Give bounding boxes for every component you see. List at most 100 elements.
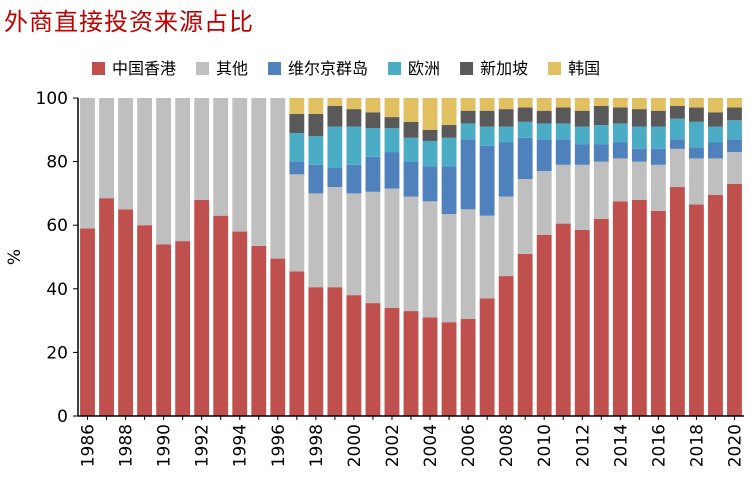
bar-segment-2017-series-3 xyxy=(669,118,685,140)
bar-segment-1997-series-0 xyxy=(289,271,305,416)
bar-segment-1997-series-4 xyxy=(289,113,305,133)
bar-segment-1993-series-1 xyxy=(213,98,229,216)
bar-segment-1989-series-0 xyxy=(137,225,153,416)
bar-segment-2000-series-5 xyxy=(346,98,362,110)
bar-segment-1991-series-1 xyxy=(175,98,191,242)
x-tick-label-1992: 1992 xyxy=(193,424,213,467)
x-tick-label-2010: 2010 xyxy=(535,424,555,467)
y-tick-label-40: 40 xyxy=(46,280,68,300)
bar-segment-2000-series-3 xyxy=(346,126,362,165)
bar-segment-2011-series-5 xyxy=(555,98,571,108)
bar-segment-1998-series-3 xyxy=(308,136,324,165)
bar-segment-2013-series-2 xyxy=(593,144,609,162)
bar-segment-2005-series-5 xyxy=(441,98,457,126)
bar-segment-1992-series-0 xyxy=(194,199,210,416)
bar-segment-2003-series-5 xyxy=(403,98,419,122)
bar-segment-2014-series-3 xyxy=(612,123,628,143)
legend-swatch-2 xyxy=(268,62,282,75)
bar-segment-2011-series-2 xyxy=(555,139,571,165)
legend-label-1: 其他 xyxy=(216,59,248,78)
bar-segment-2009-series-0 xyxy=(517,253,533,416)
bar-segment-2012-series-0 xyxy=(574,229,590,416)
bar-segment-2000-series-0 xyxy=(346,295,362,416)
bar-segment-2008-series-0 xyxy=(498,276,514,416)
y-tick-label-100: 100 xyxy=(36,89,68,109)
bar-segment-2020-series-1 xyxy=(727,152,742,184)
bar-segment-2004-series-2 xyxy=(422,166,438,202)
x-tick-label-1986: 1986 xyxy=(79,424,99,467)
bar-segment-2019-series-1 xyxy=(708,158,723,195)
bar-segment-2012-series-4 xyxy=(574,110,590,127)
bar-segment-2016-series-3 xyxy=(650,126,666,149)
bar-segment-2011-series-1 xyxy=(555,164,571,224)
bar-segment-1999-series-1 xyxy=(327,187,343,288)
bar-segment-2019-series-0 xyxy=(708,194,723,416)
x-tick-label-2006: 2006 xyxy=(459,424,479,467)
legend-swatch-5 xyxy=(548,62,562,75)
bar-segment-2003-series-3 xyxy=(403,137,419,162)
bar-segment-2014-series-4 xyxy=(612,107,628,124)
legend-label-4: 新加坡 xyxy=(480,59,528,78)
bar-segment-2018-series-5 xyxy=(689,98,704,108)
bar-segment-2015-series-5 xyxy=(631,98,647,110)
legend-swatch-1 xyxy=(196,62,210,75)
bar-segment-2002-series-1 xyxy=(384,188,400,308)
bar-segment-2005-series-2 xyxy=(441,166,457,215)
bar-segment-1990-series-0 xyxy=(156,244,172,416)
bar-segment-2008-series-4 xyxy=(498,109,514,127)
bar-segment-2011-series-4 xyxy=(555,107,571,124)
bar-segment-2019-series-2 xyxy=(708,142,723,159)
bar-segment-2019-series-4 xyxy=(708,112,723,127)
bar-segment-2020-series-0 xyxy=(727,183,742,416)
y-axis-label: % xyxy=(5,249,25,265)
bar-segment-2003-series-0 xyxy=(403,311,419,416)
bar-segment-2003-series-4 xyxy=(403,121,419,138)
bar-segment-2016-series-2 xyxy=(650,148,666,165)
bar-segment-2016-series-1 xyxy=(650,164,666,211)
bar-segment-1995-series-0 xyxy=(251,245,267,416)
bar-segment-1997-series-1 xyxy=(289,174,305,272)
bar-segment-2017-series-0 xyxy=(669,187,685,416)
bar-segment-2012-series-5 xyxy=(574,98,590,111)
bar-segment-2007-series-2 xyxy=(479,145,495,216)
bar-segment-2004-series-1 xyxy=(422,201,438,318)
legend-label-0: 中国香港 xyxy=(112,59,176,78)
bar-segment-2016-series-0 xyxy=(650,210,666,416)
bar-segment-2005-series-4 xyxy=(441,125,457,138)
bar-segment-2011-series-0 xyxy=(555,223,571,416)
bar-segment-2005-series-0 xyxy=(441,322,457,416)
bar-segment-2004-series-5 xyxy=(422,98,438,130)
bar-segment-2001-series-0 xyxy=(365,303,381,416)
bar-segment-2004-series-4 xyxy=(422,129,438,141)
bar-segment-2003-series-2 xyxy=(403,161,419,197)
legend-label-2: 维尔京群岛 xyxy=(288,59,368,78)
bar-segment-2017-series-4 xyxy=(669,105,685,119)
bar-segment-1995-series-1 xyxy=(251,98,267,246)
x-tick-label-2018: 2018 xyxy=(687,424,707,467)
bar-segment-2013-series-4 xyxy=(593,105,609,126)
bar-segment-2002-series-5 xyxy=(384,98,400,118)
bar-segment-2009-series-5 xyxy=(517,98,533,108)
bar-segment-2018-series-4 xyxy=(689,107,704,122)
bar-segment-2000-series-4 xyxy=(346,109,362,127)
x-tick-label-2004: 2004 xyxy=(421,424,441,467)
bar-segment-2013-series-5 xyxy=(593,98,609,106)
bar-segment-2014-series-5 xyxy=(612,98,628,108)
bar-segment-2010-series-1 xyxy=(536,171,552,235)
y-tick-label-80: 80 xyxy=(46,153,68,173)
bar-segment-1999-series-5 xyxy=(327,98,343,106)
bar-segment-2002-series-2 xyxy=(384,152,400,189)
bar-segment-1993-series-0 xyxy=(213,215,229,416)
bar-segment-2013-series-1 xyxy=(593,161,609,219)
x-tick-label-1988: 1988 xyxy=(117,424,137,467)
bar-segment-2012-series-3 xyxy=(574,126,590,145)
bar-segment-2007-series-3 xyxy=(479,126,495,146)
bar-segment-2011-series-3 xyxy=(555,123,571,140)
bar-segment-2016-series-5 xyxy=(650,98,666,111)
bar-segment-2008-series-3 xyxy=(498,126,514,143)
bar-segment-1987-series-0 xyxy=(99,198,114,416)
bar-segment-1986-series-0 xyxy=(80,228,95,416)
bar-segment-1998-series-1 xyxy=(308,193,324,288)
bar-segment-2001-series-4 xyxy=(365,112,381,129)
bar-segment-2009-series-2 xyxy=(517,137,533,180)
